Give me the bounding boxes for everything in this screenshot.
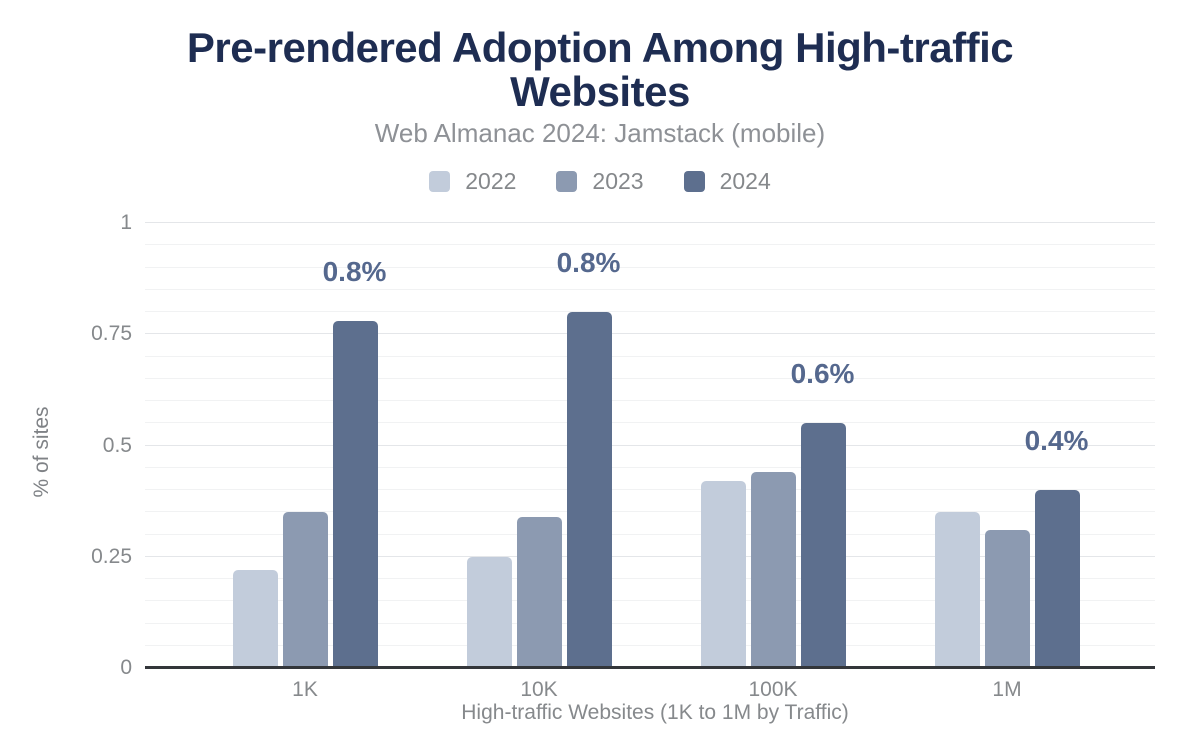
bar-2022-100K [700, 481, 746, 668]
gridline-minor [145, 288, 1155, 290]
bar-group-1M: 0.4% [934, 223, 1088, 668]
bar-value-label-100K: 0.6% [790, 358, 855, 390]
bar-value-label-1M: 0.4% [1024, 425, 1089, 456]
bar-group-1K: 0.8% [232, 223, 386, 668]
legend-item-2022: 2022 [429, 168, 516, 195]
legend-swatch-2022 [429, 171, 451, 192]
chart-title-line2: Websites [510, 68, 690, 115]
bar-2023-100K [750, 472, 796, 668]
gridline-minor [145, 511, 1155, 513]
chart-title: Pre-rendered Adoption Among High-traffic… [0, 26, 1200, 114]
chart-title-line1: Pre-rendered Adoption Among High-traffic [186, 24, 1014, 71]
gridline-minor [145, 422, 1155, 424]
gridline-minor [145, 578, 1155, 579]
gridline-major [145, 555, 1155, 557]
bar-2022-10K [466, 556, 512, 668]
gridline-minor [145, 533, 1155, 535]
x-axis-line [145, 666, 1155, 669]
gridline-minor [145, 622, 1155, 624]
bar-2024-1K [332, 320, 378, 668]
y-tick-label: 1 [120, 211, 132, 234]
gridline-minor [145, 377, 1155, 379]
y-tick-label: 0.75 [91, 322, 132, 346]
legend-item-2023: 2023 [556, 168, 644, 195]
y-tick-label: 0.25 [91, 544, 132, 568]
y-tick-label: 0.5 [102, 433, 132, 457]
bar-group-100K: 0.6% [700, 223, 854, 668]
bar-2024-1M [1034, 490, 1080, 668]
plot-area: 0.8% 0.8% 0.6% 0.4% [145, 222, 1155, 669]
bar-2024-10K [566, 312, 612, 668]
x-tick-label-100K: 100K [748, 678, 798, 701]
gridline-major [145, 333, 1155, 335]
gridline-major [145, 222, 1155, 223]
bar-2022-1M [934, 512, 980, 668]
x-tick-label-1M: 1M [992, 678, 1022, 701]
legend-swatch-2024 [683, 171, 705, 192]
bar-2023-1M [984, 530, 1030, 668]
gridline-minor [145, 600, 1155, 602]
x-tick-label-10K: 10K [520, 678, 558, 701]
legend-label-2022: 2022 [465, 168, 517, 194]
gridline-minor [145, 311, 1155, 312]
chart-subtitle: Web Almanac 2024: Jamstack (mobile) [374, 118, 826, 148]
bar-2023-1K [282, 512, 328, 668]
gridline-minor [145, 489, 1155, 490]
gridline-minor [145, 355, 1155, 357]
bar-value-label-10K: 0.8% [556, 247, 621, 278]
gridline-minor [145, 266, 1155, 268]
legend-label-2024: 2024 [719, 168, 771, 194]
x-axis-title: High-traffic Websites (1K to 1M by Traff… [461, 701, 849, 724]
bar-group-10K: 0.8% [466, 223, 620, 668]
bar-2023-10K [516, 516, 562, 668]
legend-swatch-2023 [556, 171, 578, 192]
gridline-major [145, 444, 1155, 446]
legend-label-2023: 2023 [592, 168, 644, 194]
gridline-minor [145, 644, 1155, 646]
y-tick-label: 0 [120, 656, 132, 679]
x-tick-label-1K: 1K [292, 678, 318, 701]
legend-item-2024: 2024 [683, 168, 771, 195]
gridline-minor [145, 244, 1155, 246]
bar-value-label-1K: 0.8% [322, 255, 387, 287]
legend: 2022 2023 2024 [0, 168, 1200, 195]
bar-2024-100K [800, 423, 846, 668]
gridline-minor [145, 466, 1155, 468]
bar-2022-1K [232, 570, 278, 668]
gridline-minor [145, 400, 1155, 401]
